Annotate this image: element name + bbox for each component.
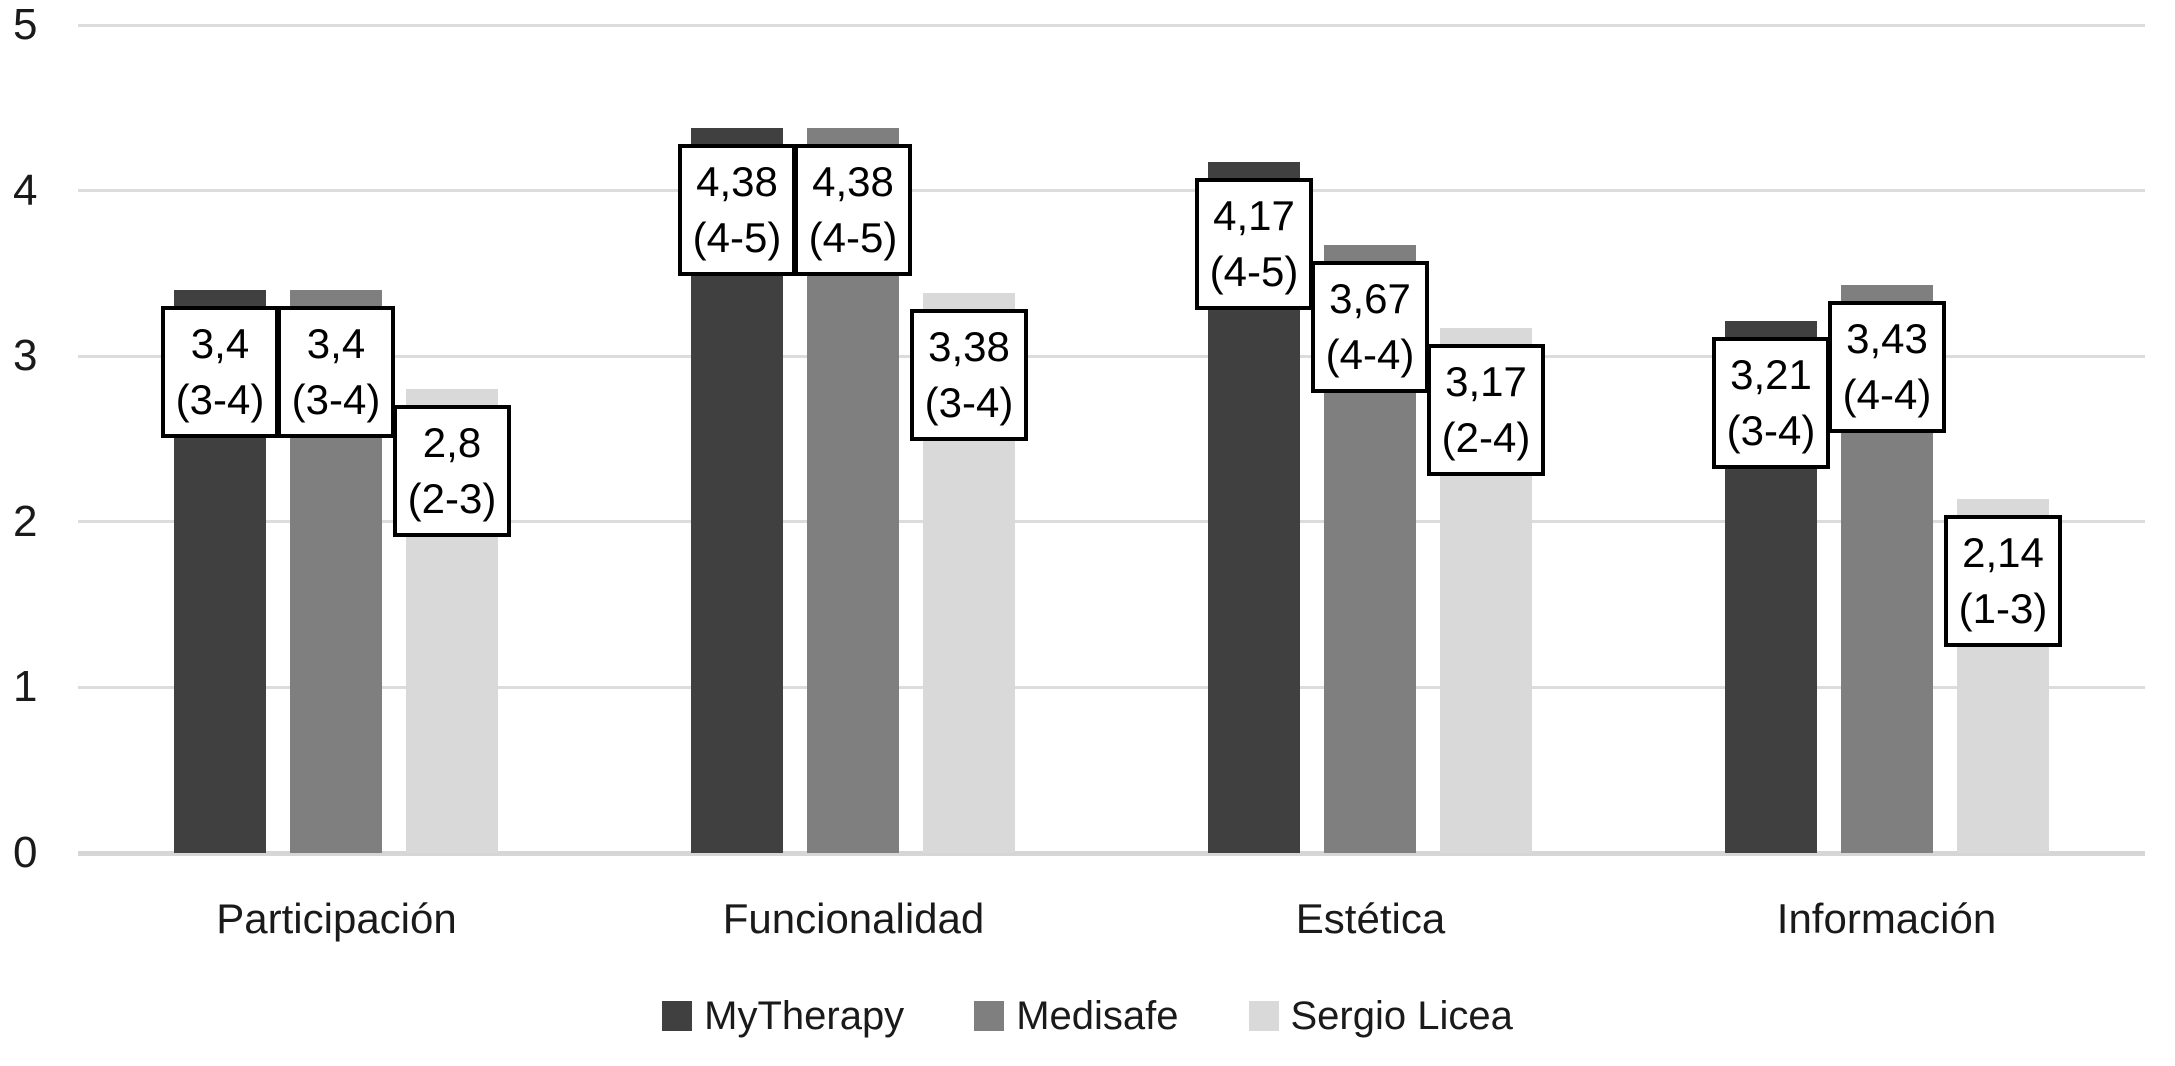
legend: MyTherapy Medisafe Sergio Licea <box>0 992 2175 1040</box>
data-label-value: 2,14 <box>1962 529 2044 576</box>
data-label-value: 3,21 <box>1730 351 1812 398</box>
data-label-value: 4,17 <box>1213 192 1295 239</box>
legend-item-medisafe: Medisafe <box>974 992 1179 1040</box>
data-label-range: (4-4) <box>1325 331 1415 378</box>
data-label-box-sergio-licea-estetica: 3,17 (2-4) <box>1427 344 1545 476</box>
data-label-range: (4-5) <box>692 214 782 261</box>
data-label-value: 3,4 <box>190 320 250 367</box>
gridline <box>78 355 2145 358</box>
legend-label: Sergio Licea <box>1290 994 1513 1038</box>
x-axis-label-participacion: Participación <box>216 895 457 942</box>
x-axis-label-estetica: Estética <box>1295 895 1446 942</box>
gridline <box>78 520 2145 523</box>
data-label-value: 3,43 <box>1846 315 1928 362</box>
data-label-range: (3-4) <box>291 376 381 423</box>
x-axis-line <box>78 851 2145 856</box>
x-axis-label-funcionalidad: Funcionalidad <box>722 895 985 942</box>
data-label-range: (1-3) <box>1958 585 2048 632</box>
data-label-value: 4,38 <box>696 158 778 205</box>
data-label-range: (2-3) <box>407 475 497 522</box>
data-label-box-mytherapy-estetica: 4,17 (4-5) <box>1195 178 1313 310</box>
data-label-value: 3,17 <box>1445 358 1527 405</box>
y-axis-tick-label: 4 <box>13 166 38 215</box>
data-label-box-sergio-licea-funcionalidad: 3,38 (3-4) <box>910 309 1028 441</box>
data-label-box-medisafe-estetica: 3,67 (4-4) <box>1311 261 1429 393</box>
legend-swatch-mytherapy <box>662 1001 693 1031</box>
legend-swatch-medisafe <box>974 1001 1005 1031</box>
data-label-value: 2,8 <box>422 419 482 466</box>
y-axis-tick-label: 0 <box>13 828 38 877</box>
y-axis-tick-label: 1 <box>13 662 38 711</box>
legend-label: Medisafe <box>1016 994 1179 1038</box>
data-label-box-medisafe-informacion: 3,43 (4-4) <box>1828 301 1946 433</box>
data-label-range: (4-5) <box>1209 248 1299 295</box>
data-label-range: (2-4) <box>1441 414 1531 461</box>
data-label-range: (3-4) <box>175 376 265 423</box>
data-label-value: 3,38 <box>928 323 1010 370</box>
data-label-range: (3-4) <box>924 379 1014 426</box>
data-label-value: 3,4 <box>306 320 366 367</box>
data-label-range: (3-4) <box>1726 407 1816 454</box>
data-label-box-mytherapy-informacion: 3,21 (3-4) <box>1712 337 1830 469</box>
data-label-value: 3,67 <box>1329 275 1411 322</box>
data-label-box-sergio-licea-informacion: 2,14 (1-3) <box>1944 515 2062 647</box>
legend-item-mytherapy: MyTherapy <box>662 992 904 1040</box>
x-axis-label-informacion: Información <box>1776 895 1997 942</box>
data-label-box-mytherapy-funcionalidad: 4,38 (4-5) <box>678 144 796 276</box>
gridline <box>78 686 2145 689</box>
legend-label: MyTherapy <box>704 994 905 1038</box>
y-axis-tick-label: 2 <box>13 497 38 546</box>
data-label-box-sergio-licea-participacion: 2,8 (2-3) <box>393 405 511 537</box>
y-axis-tick-label: 3 <box>13 331 38 380</box>
legend-item-sergio-licea: Sergio Licea <box>1248 992 1513 1040</box>
data-label-box-mytherapy-participacion: 3,4 (3-4) <box>161 306 279 438</box>
data-label-range: (4-4) <box>1842 371 1932 418</box>
gridline <box>78 189 2145 192</box>
gridline <box>78 24 2145 27</box>
y-axis-tick-label: 5 <box>13 0 38 49</box>
data-label-box-medisafe-participacion: 3,4 (3-4) <box>277 306 395 438</box>
legend-swatch-sergio-licea <box>1248 1001 1279 1031</box>
data-label-value: 4,38 <box>812 158 894 205</box>
data-label-box-medisafe-funcionalidad: 4,38 (4-5) <box>794 144 912 276</box>
data-label-range: (4-5) <box>808 214 898 261</box>
